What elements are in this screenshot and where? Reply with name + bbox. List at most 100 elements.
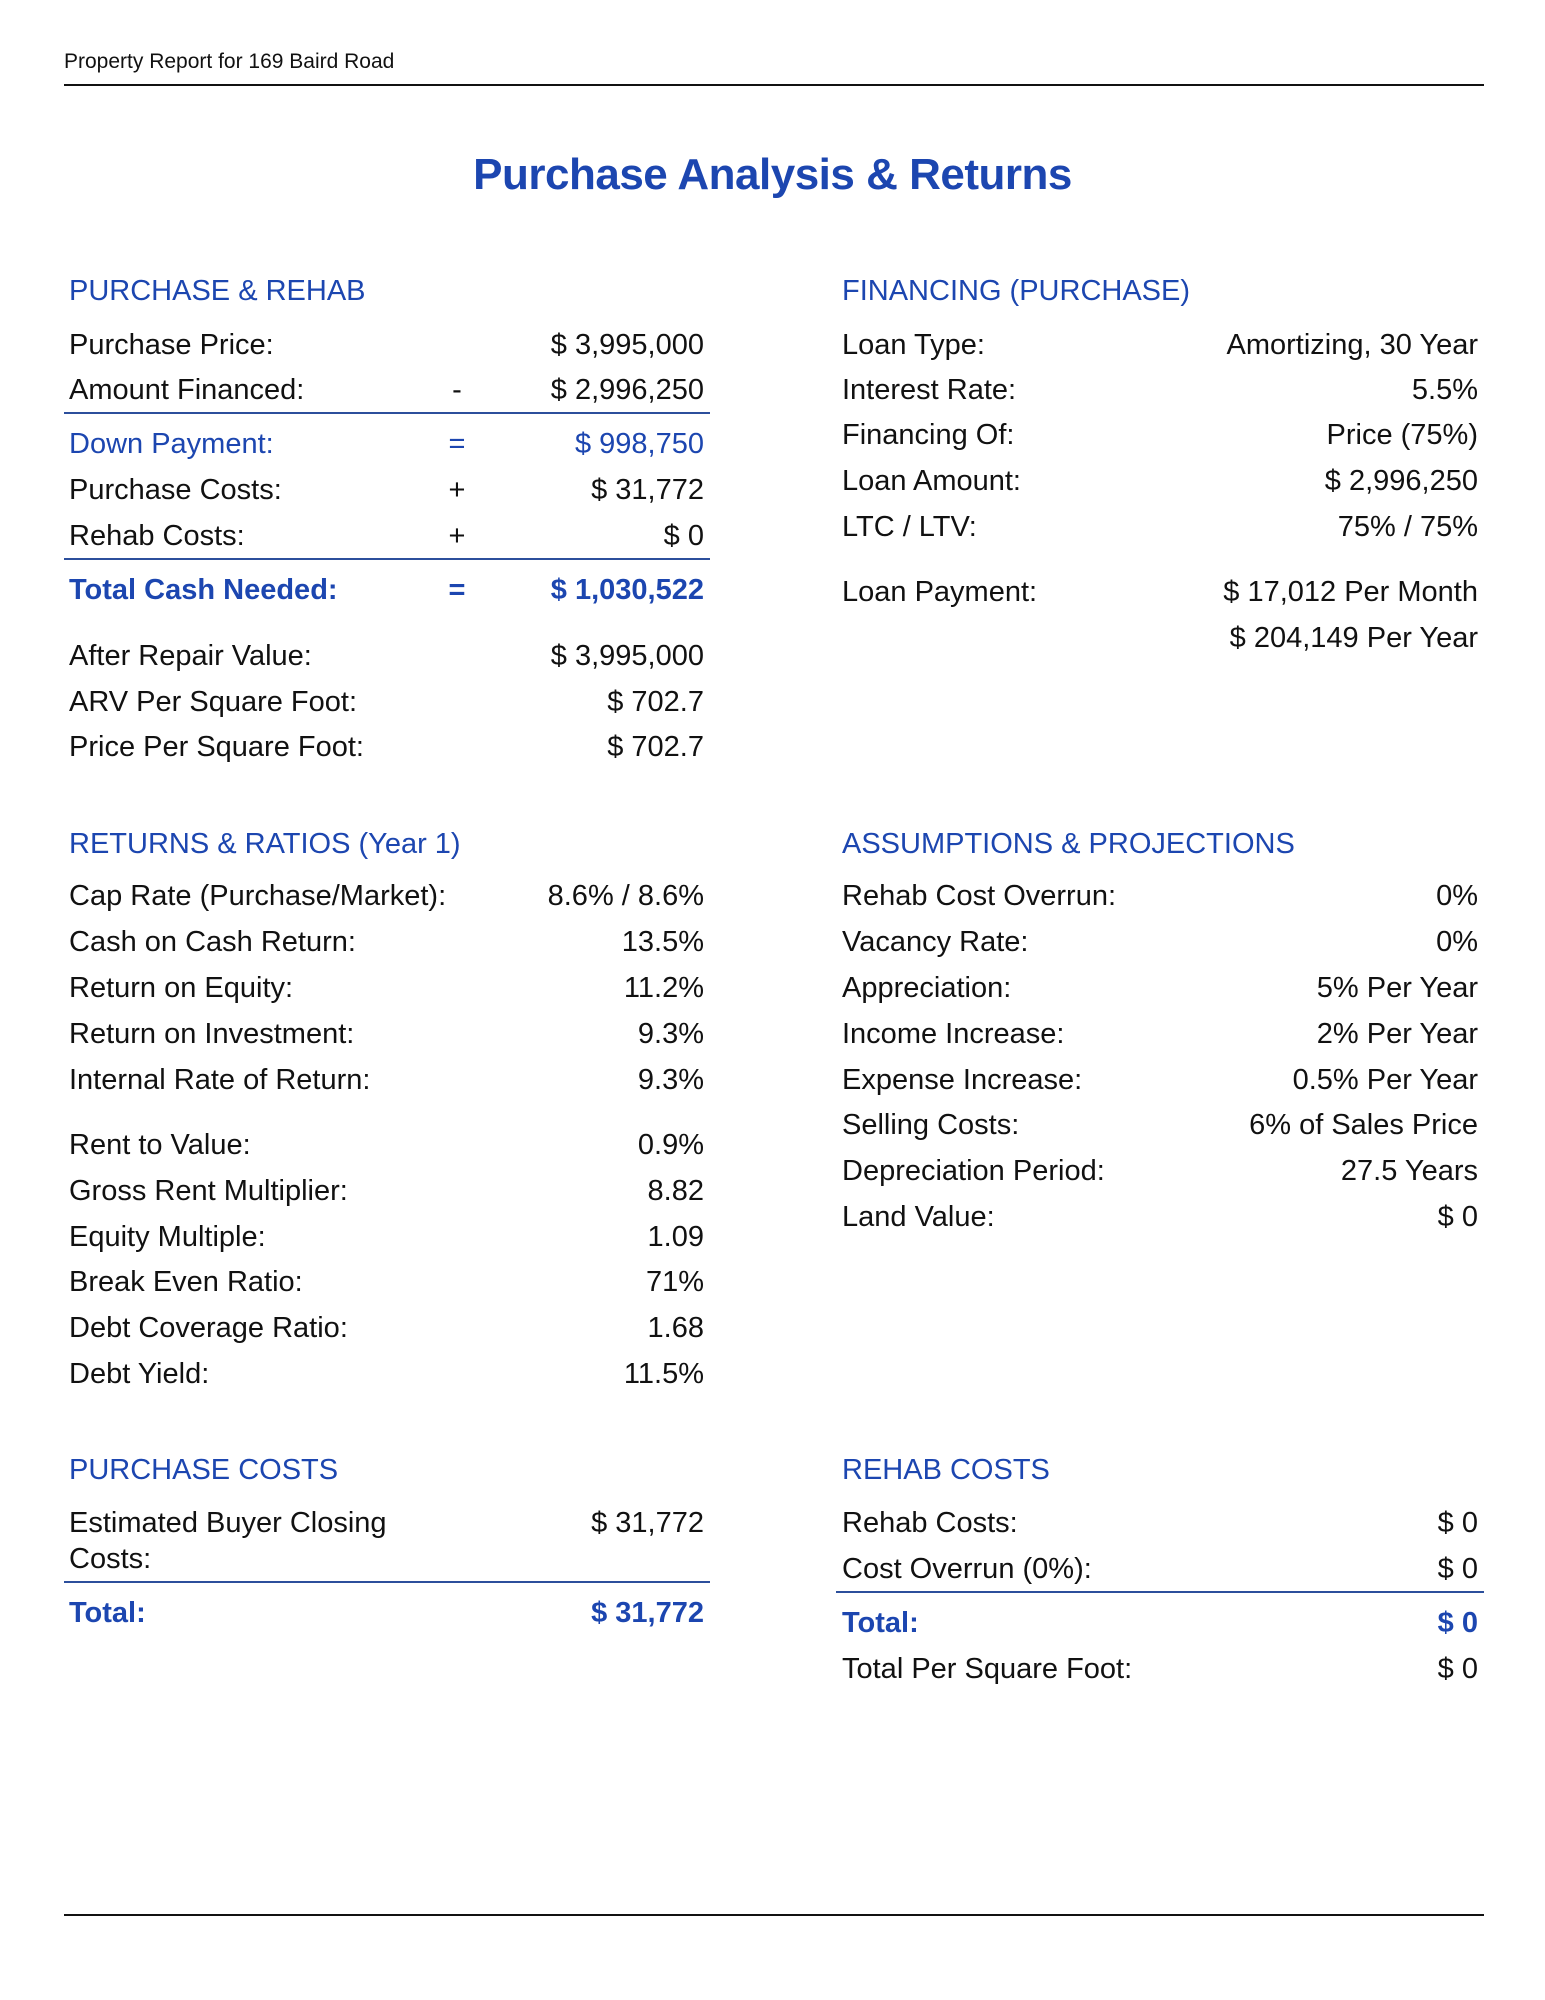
row-value: $ 31,772 — [591, 474, 704, 506]
data-row: Rent to Value: 0.9% — [69, 1127, 704, 1163]
row-label: Income Increase: — [842, 1018, 1065, 1050]
data-row: Purchase Costs: + $ 31,772 — [69, 472, 704, 508]
header-divider — [64, 84, 1484, 86]
data-row: Financing Of: Price (75%) — [842, 417, 1478, 453]
data-row: ARV Per Square Foot: $ 702.7 — [69, 684, 704, 720]
row-value: $ 2,996,250 — [1324, 465, 1478, 497]
data-row: Purchase Price: $ 3,995,000 — [69, 327, 704, 363]
rehab-costs-heading: REHAB COSTS — [842, 1454, 1050, 1486]
data-row: $ 204,149 Per Year — [842, 620, 1478, 656]
data-row: Cost Overrun (0%): $ 0 — [842, 1551, 1478, 1587]
data-row: Selling Costs: 6% of Sales Price — [842, 1107, 1478, 1143]
row-label: Equity Multiple: — [69, 1221, 266, 1253]
data-row: Debt Yield: 11.5% — [69, 1356, 704, 1392]
row-value: $ 31,772 — [591, 1507, 704, 1539]
row-label: Appreciation: — [842, 972, 1012, 1004]
total-divider — [836, 1591, 1484, 1593]
row-label: Vacancy Rate: — [842, 926, 1029, 958]
row-label: After Repair Value: — [69, 640, 312, 672]
row-value: 0% — [1436, 926, 1478, 958]
row-value: 1.68 — [647, 1312, 704, 1344]
row-value: 5% Per Year — [1316, 972, 1478, 1004]
report-header: Property Report for 169 Baird Road — [64, 50, 395, 73]
data-row: Cash on Cash Return: 13.5% — [69, 924, 704, 960]
row-label: LTC / LTV: — [842, 511, 977, 543]
row-value: 5.5% — [1411, 374, 1478, 406]
row-value: Amortizing, 30 Year — [1226, 329, 1478, 361]
row-operator: - — [452, 374, 462, 406]
row-label: Financing Of: — [842, 419, 1015, 451]
data-row: Land Value: $ 0 — [842, 1199, 1478, 1235]
row-value: 9.3% — [637, 1064, 704, 1096]
row-value: 0.5% Per Year — [1292, 1064, 1478, 1096]
row-label: Gross Rent Multiplier: — [69, 1175, 348, 1207]
data-row: Cap Rate (Purchase/Market): 8.6% / 8.6% — [69, 878, 704, 914]
data-row: LTC / LTV: 75% / 75% — [842, 509, 1478, 545]
assumptions-heading: ASSUMPTIONS & PROJECTIONS — [842, 828, 1295, 860]
row-operator: + — [448, 474, 466, 506]
purchase-costs-heading: PURCHASE COSTS — [69, 1454, 339, 1486]
row-label: Loan Payment: — [842, 576, 1038, 608]
row-value: 0.9% — [637, 1129, 704, 1161]
data-row: Loan Amount: $ 2,996,250 — [842, 463, 1478, 499]
row-value: $ 204,149 Per Year — [1229, 622, 1478, 654]
row-value: 11.2% — [623, 972, 704, 1004]
row-value: 1.09 — [647, 1221, 704, 1253]
row-label: Selling Costs: — [842, 1109, 1020, 1141]
data-row: Estimated Buyer Closing $ 31,772 — [69, 1505, 704, 1541]
data-row: Price Per Square Foot: $ 702.7 — [69, 729, 704, 765]
data-row: Loan Type: Amortizing, 30 Year — [842, 327, 1478, 363]
data-row: Total: $ 0 — [842, 1605, 1478, 1641]
row-value: 0% — [1436, 880, 1478, 912]
row-label: Down Payment: — [69, 428, 274, 460]
data-row: Depreciation Period: 27.5 Years — [842, 1153, 1478, 1189]
row-value: $ 702.7 — [607, 731, 704, 763]
data-row: Rehab Costs: $ 0 — [842, 1505, 1478, 1541]
row-operator: + — [448, 520, 466, 552]
data-row: Interest Rate: 5.5% — [842, 372, 1478, 408]
data-row: Equity Multiple: 1.09 — [69, 1219, 704, 1255]
data-row: Break Even Ratio: 71% — [69, 1264, 704, 1300]
row-label: Debt Yield: — [69, 1358, 210, 1390]
row-label: Rehab Costs: — [842, 1507, 1018, 1539]
data-row: Expense Increase: 0.5% Per Year — [842, 1062, 1478, 1098]
row-label: Loan Amount: — [842, 465, 1021, 497]
row-value: 8.6% / 8.6% — [547, 880, 704, 912]
row-value: $ 0 — [663, 520, 704, 552]
page-title: Purchase Analysis & Returns — [473, 150, 1072, 199]
row-label: Rehab Cost Overrun: — [842, 880, 1117, 912]
row-label: Purchase Price: — [69, 329, 274, 361]
row-label: Return on Investment: — [69, 1018, 355, 1050]
row-operator: = — [448, 574, 466, 606]
data-row: After Repair Value: $ 3,995,000 — [69, 638, 704, 674]
row-label: Cost Overrun (0%): — [842, 1553, 1092, 1585]
row-label: Internal Rate of Return: — [69, 1064, 371, 1096]
row-label: Total: — [69, 1597, 146, 1629]
row-label: Price Per Square Foot: — [69, 731, 364, 763]
row-value: 9.3% — [637, 1018, 704, 1050]
data-row: Gross Rent Multiplier: 8.82 — [69, 1173, 704, 1209]
row-label: Return on Equity: — [69, 972, 294, 1004]
row-value: $ 17,012 Per Month — [1223, 576, 1478, 608]
data-row: Appreciation: 5% Per Year — [842, 970, 1478, 1006]
data-row: Total Cash Needed: = $ 1,030,522 — [69, 572, 704, 608]
row-operator: = — [448, 428, 466, 460]
total-divider — [64, 412, 710, 414]
data-row: Debt Coverage Ratio: 1.68 — [69, 1310, 704, 1346]
row-value: $ 702.7 — [607, 686, 704, 718]
total-divider — [64, 558, 710, 560]
data-row: Total Per Square Foot: $ 0 — [842, 1651, 1478, 1687]
row-value: Price (75%) — [1326, 419, 1479, 451]
row-label: Interest Rate: — [842, 374, 1017, 406]
data-row: Return on Investment: 9.3% — [69, 1016, 704, 1052]
row-label: Loan Type: — [842, 329, 985, 361]
data-row: Amount Financed: - $ 2,996,250 — [69, 372, 704, 408]
row-value: 13.5% — [621, 926, 704, 958]
data-row: Costs: — [69, 1541, 704, 1577]
row-value: $ 31,772 — [591, 1597, 704, 1629]
data-row: Income Increase: 2% Per Year — [842, 1016, 1478, 1052]
row-value: $ 0 — [1437, 1553, 1478, 1585]
row-label: Total Cash Needed: — [69, 574, 338, 606]
row-value: $ 3,995,000 — [550, 640, 704, 672]
row-value: $ 0 — [1437, 1201, 1478, 1233]
